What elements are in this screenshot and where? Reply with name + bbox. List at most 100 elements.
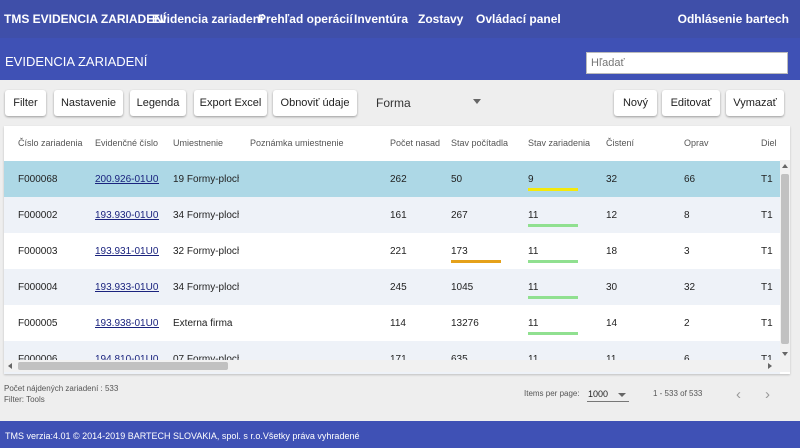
cell-umiest: 19 Formy-plocha: [173, 174, 239, 185]
equipment-table: Číslo zariadenia Evidenčné číslo Umiestn…: [4, 126, 790, 374]
device-status-bar: [528, 224, 578, 227]
cell-nasad: 171: [390, 354, 445, 365]
cell-evid[interactable]: 194.810-01U01: [95, 354, 159, 365]
app-brand[interactable]: TMS EVIDENCIA ZARIADENÍ: [4, 12, 167, 26]
cell-pocitadlo: 50: [451, 174, 463, 185]
cell-cisteni: 32: [606, 174, 618, 185]
result-count: Počet nájdených zariadení : 533: [4, 384, 119, 393]
col-header[interactable]: Evidenčné číslo: [95, 138, 159, 148]
vertical-scrollbar[interactable]: [780, 160, 790, 360]
copyright-text: TMS verzia:4.01 © 2014-2019 BARTECH SLOV…: [5, 431, 360, 441]
cell-pocitadlo: 173: [451, 246, 468, 257]
cell-evid[interactable]: 193.931-01U01: [95, 246, 159, 257]
table-row[interactable]: F000068 200.926-01U01 19 Formy-plocha 262 50…: [4, 161, 780, 197]
delete-button[interactable]: Vymazať: [726, 90, 784, 116]
device-status-bar: [528, 296, 578, 299]
new-button[interactable]: Nový: [614, 90, 657, 116]
edit-button[interactable]: Editovať: [662, 90, 720, 116]
col-header[interactable]: Číslo zariadenia: [18, 138, 83, 148]
cell-diel: T1: [761, 354, 781, 365]
cell-cislo: F000003: [18, 246, 58, 257]
chevron-left-icon[interactable]: ‹: [736, 386, 741, 403]
cell-umiest: 32 Formy-plocha: [173, 246, 239, 257]
counter-status-bar: [451, 260, 501, 263]
cell-diel: T1: [761, 318, 773, 329]
cell-oprav: 8: [684, 210, 690, 221]
col-header[interactable]: Oprav: [684, 138, 709, 148]
cell-umiest: Externa firma: [173, 318, 233, 329]
page-range: 1 - 533 of 533: [653, 389, 703, 398]
cell-stav: 11: [528, 210, 539, 221]
cell-nasad: 262: [390, 174, 407, 185]
col-header[interactable]: Umiestnenie: [173, 138, 224, 148]
table-row[interactable]: F000005 193.938-01U01 Externa firma 114 1327…: [4, 305, 780, 341]
cell-cislo: F000006: [18, 354, 88, 365]
cell-cisteni: 30: [606, 282, 618, 293]
scroll-left-icon[interactable]: [8, 363, 12, 369]
cell-cislo: F000005: [18, 318, 58, 329]
form-select[interactable]: Forma: [376, 96, 411, 110]
device-status-bar: [528, 188, 578, 191]
settings-button[interactable]: Nastavenie: [54, 90, 123, 116]
cell-evid[interactable]: 193.933-01U01: [95, 282, 159, 293]
scroll-down-icon[interactable]: [782, 352, 788, 356]
filter-button[interactable]: Filter: [5, 90, 46, 116]
cell-evid[interactable]: 193.938-01U01: [95, 318, 159, 329]
horizontal-scrollbar[interactable]: [4, 360, 790, 372]
page-size-select[interactable]: 1000: [588, 389, 609, 399]
export-excel-button[interactable]: Export Excel: [194, 90, 267, 116]
scroll-right-icon[interactable]: [768, 363, 772, 369]
items-per-page-label: Items per page:: [524, 389, 580, 398]
table-row[interactable]: F000004 193.933-01U01 34 Formy-plocha 245 10…: [4, 269, 780, 305]
cell-pocitadlo: 267: [451, 210, 468, 221]
cell-evid[interactable]: 193.930-01U01: [95, 210, 159, 221]
col-header[interactable]: Stav počítadla: [451, 138, 509, 148]
cell-stav: 11: [528, 246, 539, 257]
cell-oprav: 2: [684, 318, 690, 329]
cell-diel: T1: [761, 210, 773, 221]
scroll-thumb[interactable]: [18, 362, 228, 370]
cell-oprav: 6: [684, 354, 754, 365]
cell-stav: 11: [528, 354, 598, 365]
result-summary: Počet nájdených zariadení : 533 Filter: …: [4, 383, 118, 405]
cell-pocitadlo: 1045: [451, 282, 474, 293]
chevron-down-icon[interactable]: [618, 393, 626, 397]
legend-button[interactable]: Legenda: [130, 90, 186, 116]
nav-prehlad-operacii[interactable]: Prehľad operácií: [258, 12, 353, 26]
col-header[interactable]: Diel: [761, 138, 777, 148]
cell-nasad: 245: [390, 282, 407, 293]
cell-umiest: 34 Formy-plocha: [173, 282, 239, 293]
nav-evidencia-zariadeni[interactable]: Evidencia zariadení: [152, 12, 264, 26]
cell-cisteni: 11: [606, 354, 676, 365]
cell-evid[interactable]: 200.926-01U01: [95, 174, 159, 185]
cell-diel: T1: [761, 174, 773, 185]
cell-nasad: 221: [390, 246, 407, 257]
cell-oprav: 66: [684, 174, 696, 185]
cell-cisteni: 18: [606, 246, 618, 257]
refresh-button[interactable]: Obnoviť údaje: [273, 90, 357, 116]
table-row[interactable]: F000003 193.931-01U01 32 Formy-plocha 221 17…: [4, 233, 780, 269]
col-header[interactable]: Počet nasad: [390, 138, 441, 148]
page-size-underline: [587, 401, 629, 402]
search-input[interactable]: [586, 52, 788, 74]
nav-zostavy[interactable]: Zostavy: [418, 12, 464, 26]
nav-ovladaci-panel[interactable]: Ovládací panel: [476, 12, 561, 26]
active-filter: Filter: Tools: [4, 395, 45, 404]
scroll-thumb[interactable]: [781, 174, 789, 344]
chevron-down-icon[interactable]: [473, 99, 481, 104]
nav-inventura[interactable]: Inventúra: [354, 12, 409, 26]
cell-stav: 11: [528, 282, 539, 293]
cell-umiest: 07 Formy-plocha: [173, 354, 239, 365]
table-row[interactable]: F000002 193.930-01U01 34 Formy-plocha 161 26…: [4, 197, 780, 233]
col-header[interactable]: Čistení: [606, 138, 635, 148]
scroll-up-icon[interactable]: [782, 164, 788, 168]
cell-nasad: 114: [390, 318, 406, 329]
col-header[interactable]: Stav zariadenia: [528, 138, 591, 148]
cell-oprav: 3: [684, 246, 690, 257]
cell-pocitadlo: 635: [451, 354, 521, 365]
cell-cislo: F000002: [18, 210, 58, 221]
col-header[interactable]: Poznámka umiestnenie: [250, 138, 344, 148]
logout-link[interactable]: Odhlásenie bartech: [677, 12, 789, 26]
chevron-right-icon[interactable]: ›: [765, 386, 770, 403]
cell-cislo: F000004: [18, 282, 58, 293]
